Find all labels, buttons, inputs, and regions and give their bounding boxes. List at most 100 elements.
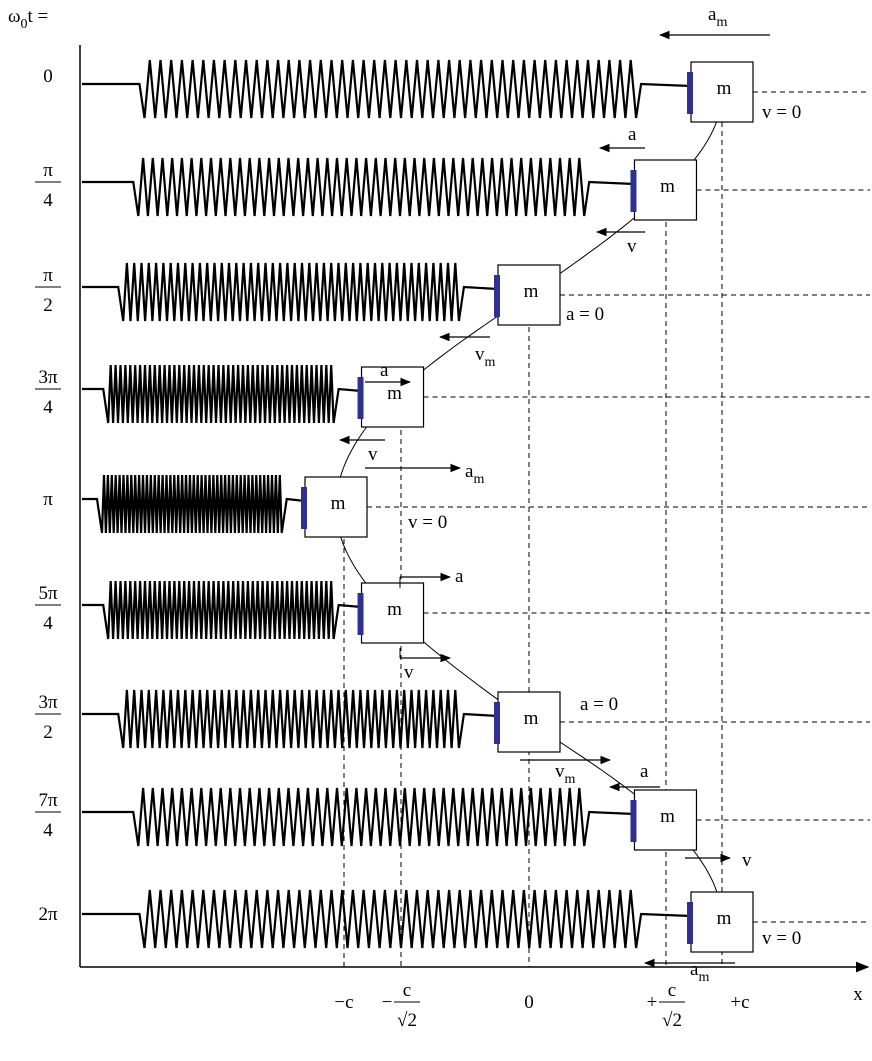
annotation-main: v — [368, 444, 378, 465]
mass-plate — [687, 72, 693, 114]
annotation-main: a — [628, 124, 637, 145]
x-tick-label-prefix: − — [382, 992, 393, 1013]
annotation-main: v = 0 — [408, 512, 447, 533]
annotation: v — [742, 850, 752, 871]
annotation-main: v — [475, 344, 485, 365]
annotation: am — [708, 4, 727, 30]
x-label: x — [853, 984, 863, 1005]
spring — [82, 262, 499, 322]
row-label: π — [43, 489, 53, 510]
row-label-num: π — [43, 160, 53, 181]
annotation-main: a — [690, 959, 699, 980]
annotation: v = 0 — [762, 102, 801, 123]
annotation-sub: m — [698, 970, 709, 985]
y-label-sub: 0 — [21, 17, 28, 32]
annotation-main: a — [465, 461, 474, 482]
row-label-den: 2 — [43, 722, 53, 743]
x-tick-label-prefix: + — [647, 992, 658, 1013]
mass-block — [633, 159, 698, 221]
annotation-main: a = 0 — [580, 694, 618, 715]
row-label: 0 — [43, 66, 53, 87]
mass-label: m — [387, 599, 402, 620]
spring — [82, 889, 692, 949]
annotation-main: v — [404, 662, 414, 683]
mass-plate — [357, 377, 364, 419]
y-label-main: ω — [8, 6, 21, 27]
row-label-num: 7π — [38, 790, 58, 811]
row-label-num: π — [43, 265, 53, 286]
annotation-main: v — [555, 761, 565, 782]
mass-label: m — [524, 708, 539, 729]
row-label-num: 3π — [38, 367, 58, 388]
annotation-main: v = 0 — [762, 102, 801, 123]
spring — [82, 474, 306, 534]
mass-block — [497, 264, 561, 326]
spring — [82, 787, 635, 847]
annotation: v = 0 — [408, 512, 447, 533]
spring — [82, 59, 692, 119]
mass-block — [633, 789, 698, 851]
x-tick-label: 0 — [524, 992, 534, 1013]
mass-plate — [494, 275, 500, 317]
mass-plate — [630, 170, 637, 212]
row-label-den: 4 — [43, 820, 53, 841]
mass-plate — [301, 487, 307, 529]
annotation: a = 0 — [566, 304, 604, 325]
annotation: vm — [475, 344, 496, 370]
row-label-den: 2 — [43, 295, 53, 316]
x-tick-label-den: √2 — [662, 1010, 682, 1031]
annotation: v — [368, 444, 378, 465]
annotation: a — [628, 124, 637, 145]
annotation: a — [380, 360, 389, 381]
row-label-den: 4 — [43, 613, 53, 634]
annotation-main: a — [640, 761, 649, 782]
mass-label: m — [660, 806, 675, 827]
annotation-sub: m — [485, 355, 496, 370]
mass-label: m — [660, 176, 675, 197]
mass-plate — [494, 702, 500, 744]
annotation: v — [627, 236, 637, 257]
row-label: 2π — [38, 904, 58, 925]
annotation-main: v — [627, 236, 637, 257]
row-label-num: 5π — [38, 583, 58, 604]
mass-label: m — [524, 281, 539, 302]
row-label-num: 3π — [38, 692, 58, 713]
spring — [82, 157, 635, 217]
x-tick-label-num: c — [668, 980, 676, 1001]
annotation-main: a = 0 — [566, 304, 604, 325]
y-label: ω0t = — [8, 6, 48, 32]
row-label-den: 4 — [43, 397, 53, 418]
annotation-main: v = 0 — [762, 928, 801, 949]
annotation: am — [690, 959, 709, 985]
mass-label: m — [717, 908, 732, 929]
row-label-den: 4 — [43, 190, 53, 211]
annotation-main: v — [742, 850, 752, 871]
annotation-sub: m — [716, 15, 727, 30]
annotation: a = 0 — [580, 694, 618, 715]
annotation-main: a — [708, 4, 717, 25]
y-label-rest: t = — [28, 6, 49, 27]
mass-block — [360, 366, 425, 428]
mass-label: m — [331, 493, 346, 514]
mass-block — [690, 61, 754, 123]
annotation: am — [465, 461, 484, 487]
annotation-main: a — [380, 360, 389, 381]
mass-label: m — [717, 78, 732, 99]
mass-label: m — [387, 383, 402, 404]
annotation: v = 0 — [762, 928, 801, 949]
mass-plate — [630, 800, 637, 842]
annotation-sub: m — [473, 472, 484, 487]
annotation: vm — [555, 761, 576, 787]
annotation-main: a — [455, 566, 464, 587]
annotation: a — [640, 761, 649, 782]
x-tick-label: −c — [334, 992, 353, 1013]
mass-block — [690, 891, 754, 953]
annotation: v — [404, 662, 414, 683]
annotation: a — [455, 566, 464, 587]
mass-plate — [357, 593, 364, 635]
mass-block — [497, 691, 561, 753]
x-tick-label-den: √2 — [397, 1010, 417, 1031]
x-tick-label-num: c — [403, 980, 411, 1001]
spring — [82, 364, 362, 424]
